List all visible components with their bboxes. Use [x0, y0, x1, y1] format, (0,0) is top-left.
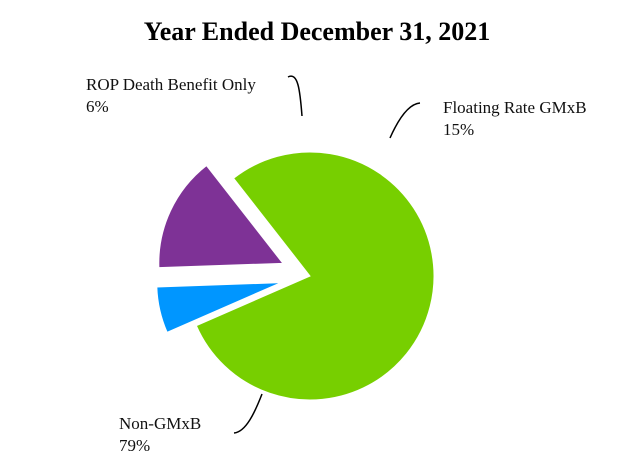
slice-label-rop: ROP Death Benefit Only 6%	[86, 75, 256, 116]
slice-name-floating: Floating Rate GMxB	[443, 98, 587, 117]
pie-slices	[156, 151, 435, 401]
leader-line-non-gmxb	[233, 393, 263, 434]
pie-slice-floating-rate-gmxb	[158, 164, 284, 269]
leader-line-floating	[389, 102, 421, 139]
slice-value-rop: 6%	[86, 97, 109, 116]
slice-label-floating: Floating Rate GMxB 15%	[443, 98, 587, 139]
slice-value-floating: 15%	[443, 120, 474, 139]
slice-label-non-gmxb: Non-GMxB 79%	[119, 414, 201, 455]
leader-line-rop	[287, 75, 303, 117]
pie-slice-rop-death-benefit-only	[156, 282, 281, 333]
leader-lines	[233, 75, 421, 434]
slice-value-non-gmxb: 79%	[119, 436, 150, 455]
pie-slice-non-gmxb	[195, 151, 435, 401]
chart-title: Year Ended December 31, 2021	[144, 17, 490, 46]
slice-name-non-gmxb: Non-GMxB	[119, 414, 201, 433]
slice-name-rop: ROP Death Benefit Only	[86, 75, 256, 94]
